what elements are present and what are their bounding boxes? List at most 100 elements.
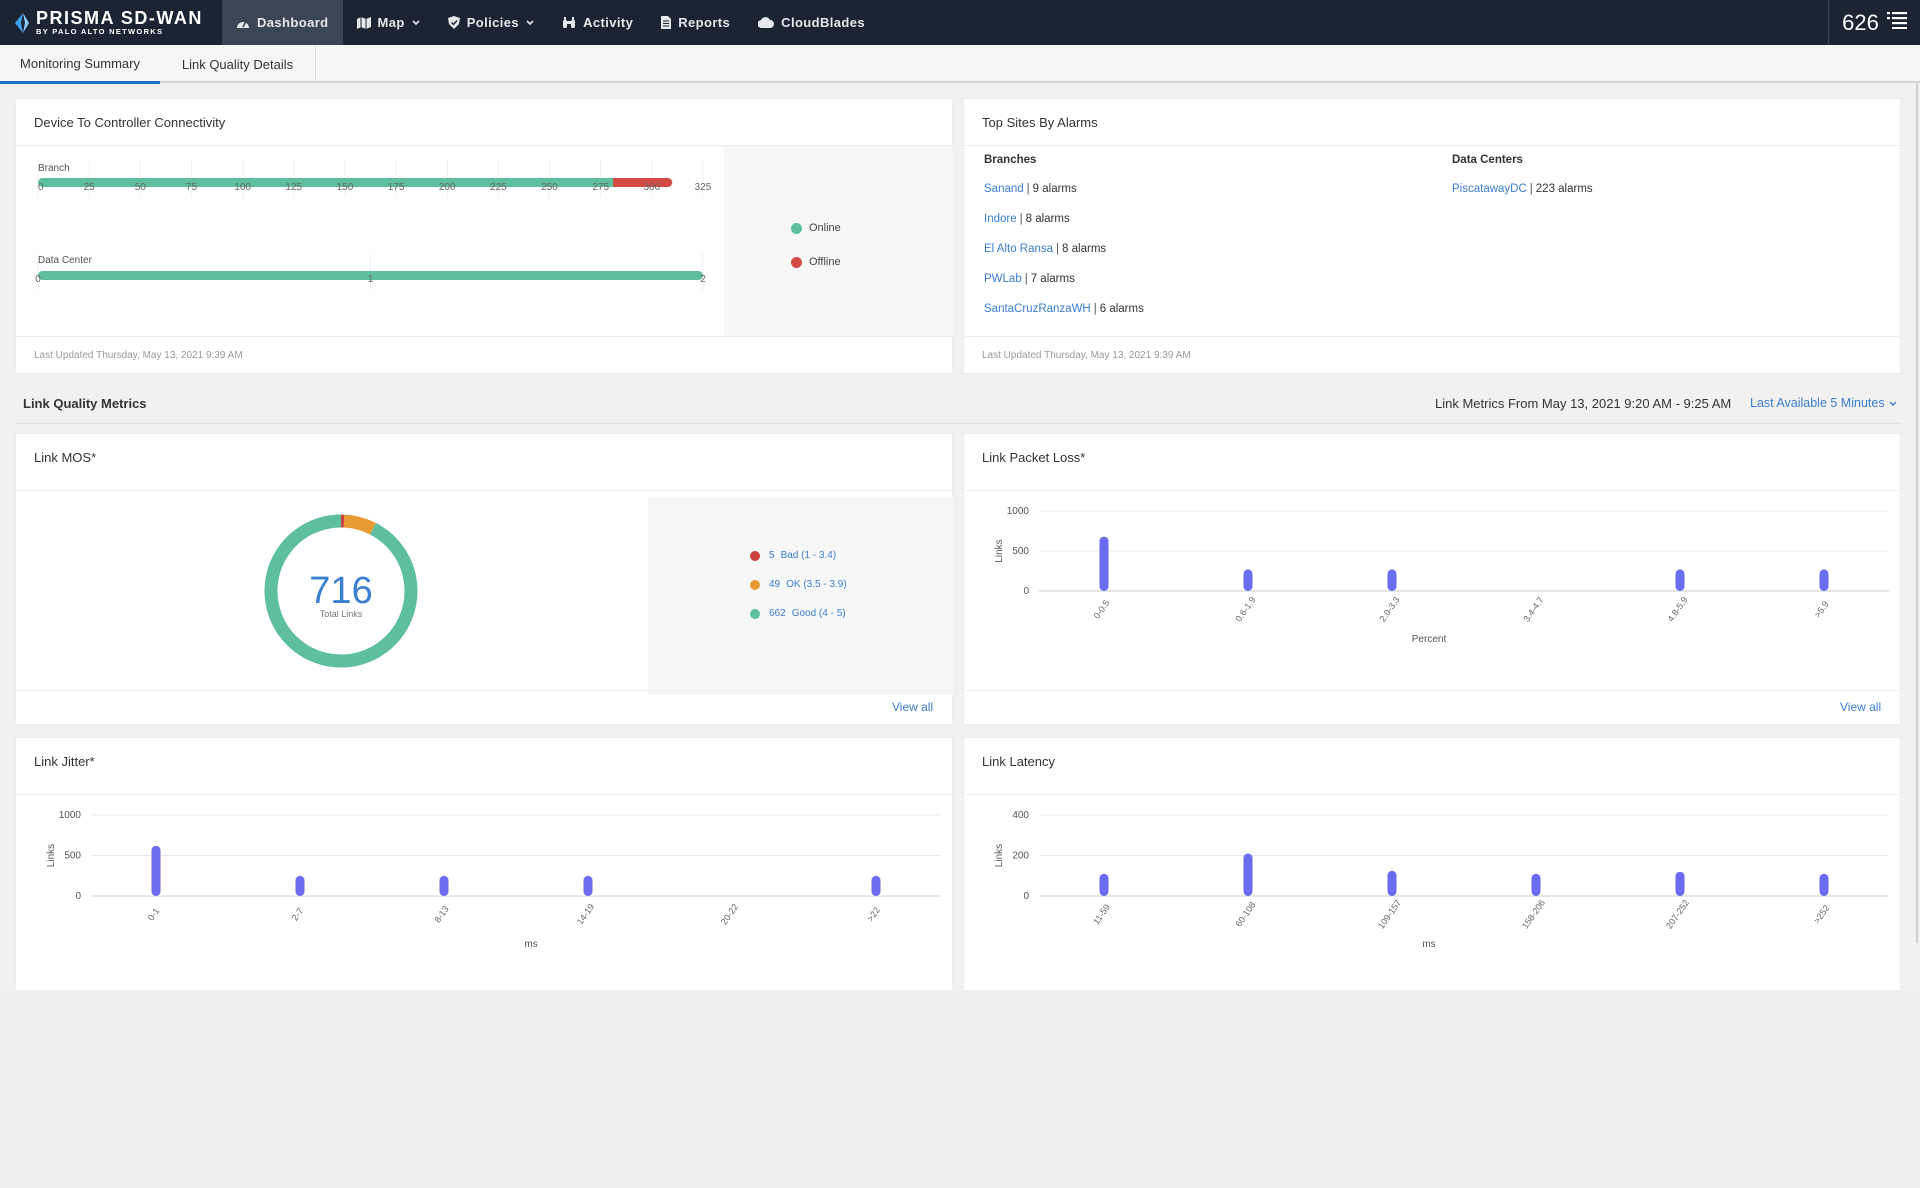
y-tick-label: 200	[1012, 851, 1029, 862]
bar-offline	[613, 178, 673, 187]
x-tick-label: 8-13	[432, 904, 451, 924]
bar	[295, 875, 305, 896]
bar	[1675, 871, 1685, 896]
chevron-down-icon	[412, 19, 420, 26]
bar	[1819, 569, 1829, 591]
tick-label: 50	[135, 182, 147, 193]
x-tick-label: >5.9	[1812, 599, 1830, 619]
x-tick-label: 60-108	[1233, 900, 1257, 929]
mos-view-all-link[interactable]: View all	[892, 700, 934, 714]
cloud-icon	[758, 17, 775, 28]
bar-category-label: Branch	[38, 163, 70, 174]
y-tick-label: 0	[75, 891, 81, 902]
mos-legend-bad[interactable]: 5 Bad (1 - 3.4)	[750, 550, 836, 561]
x-tick-label: 11-59	[1091, 902, 1112, 926]
legend-offline[interactable]: Offline	[791, 256, 841, 268]
site-link-el-alto-ransa[interactable]: El Alto Ransa	[984, 243, 1054, 255]
tick-label: 275	[592, 182, 609, 193]
bar	[1675, 569, 1685, 591]
prisma-logo-icon	[15, 12, 29, 33]
tick-label: 1	[368, 274, 374, 285]
latency-chart: 0 200 400 Links 11-59 60-108 109-157 158-206 207…	[994, 810, 1889, 950]
nav-policies[interactable]: Policies	[434, 0, 548, 45]
tab-monitoring-summary[interactable]: Monitoring Summary	[0, 45, 160, 84]
bar	[583, 875, 593, 896]
bar	[1099, 873, 1109, 896]
nav-activity-label: Activity	[583, 15, 634, 30]
link-quality-title: Link Quality Metrics	[23, 396, 147, 411]
alarm-count: 626	[1842, 9, 1879, 35]
site-link-piscatawaydc[interactable]: PiscatawayDC	[1452, 183, 1527, 195]
jitter-title: Link Jitter*	[34, 754, 95, 769]
list-item: PWLab | 7 alarms	[984, 273, 1075, 285]
site-link-pwlab[interactable]: PWLab	[984, 273, 1022, 285]
brand-logo[interactable]: PRISMA SD-WAN BY PALO ALTO NETWORKS	[0, 0, 222, 45]
mos-legend-good[interactable]: 662 Good (4 - 5)	[750, 608, 846, 619]
good-dot	[750, 608, 760, 619]
tick-label: 25	[84, 182, 96, 193]
latency-card: Link Latency 0 200 400 Links 11-59 60-108 109-…	[963, 737, 1901, 995]
list-item: El Alto Ransa | 8 alarms	[984, 243, 1107, 255]
nav-cloudblades[interactable]: CloudBlades	[744, 0, 879, 45]
alarm-counter[interactable]: 626	[1828, 0, 1920, 45]
x-tick-label: 2-7	[290, 906, 306, 922]
brand-subtitle: BY PALO ALTO NETWORKS	[36, 27, 164, 37]
connectivity-legend: Online Offline	[724, 146, 953, 336]
bar-offline	[613, 178, 620, 187]
tick-label: 150	[337, 182, 354, 193]
tick-label: 325	[695, 182, 712, 193]
metrics-range-text: Link Metrics From May 13, 2021 9:20 AM -…	[1435, 396, 1732, 411]
x-tick-label: 0-1	[146, 906, 162, 922]
connectivity-title: Device To Controller Connectivity	[34, 115, 226, 130]
connectivity-last-updated: Last Updated Thursday, May 13, 2021 9:39…	[34, 350, 243, 361]
tick-label: 0	[38, 182, 44, 193]
y-tick-label: 1000	[59, 810, 82, 821]
site-link-sanand[interactable]: Sanand	[984, 183, 1024, 195]
mos-title: Link MOS*	[34, 450, 97, 465]
y-tick-label: 500	[1012, 546, 1029, 557]
tick-label: 0	[35, 274, 41, 285]
tab-link-quality-details[interactable]: Link Quality Details	[160, 45, 316, 83]
bar	[1099, 536, 1109, 591]
bar	[151, 845, 161, 896]
online-dot	[791, 222, 802, 234]
connectivity-chart: Branch 0 25 50 75 100 125 150 175 200 225 250 275 300…	[35, 160, 712, 291]
nav-map[interactable]: Map	[343, 0, 434, 45]
bar-category-label: Data Center	[38, 255, 93, 266]
x-tick-label: 3.4-4.7	[1521, 595, 1545, 624]
site-link-indore[interactable]: Indore	[984, 213, 1017, 225]
x-tick-label: >252	[1812, 903, 1832, 925]
legend-online[interactable]: Online	[791, 222, 841, 234]
nav-dashboard[interactable]: Dashboard	[222, 0, 343, 45]
y-axis-label: Links	[994, 844, 1005, 867]
chevron-down-icon	[526, 19, 534, 26]
nav-activity[interactable]: Activity	[548, 0, 647, 45]
gauge-icon	[236, 17, 250, 29]
binoculars-icon	[562, 16, 576, 29]
nav-dashboard-label: Dashboard	[257, 15, 329, 30]
packet-loss-card: Link Packet Loss* 0 500 1000 Links 0-0.5 0.6-…	[963, 433, 1901, 725]
vertical-scrollbar[interactable]	[1916, 83, 1918, 943]
nav-reports[interactable]: Reports	[647, 0, 744, 45]
packet-loss-view-all-link[interactable]: View all	[1840, 700, 1882, 714]
site-link-santacruzranzawh[interactable]: SantaCruzRanzaWH	[984, 303, 1091, 315]
bar	[1387, 569, 1397, 591]
sub-tab-bar: Monitoring Summary Link Quality Details	[0, 45, 1920, 84]
chevron-down-icon	[1889, 396, 1897, 410]
total-links-value: 716	[309, 570, 372, 612]
bar	[1531, 873, 1541, 896]
mos-legend-ok[interactable]: 49 OK (3.5 - 3.9)	[750, 579, 847, 590]
tick-label: 100	[234, 182, 251, 193]
x-tick-label: 207-252	[1664, 898, 1691, 931]
donut-slice	[343, 514, 376, 535]
x-tick-label: 14-19	[575, 902, 596, 927]
tick-label: 225	[490, 182, 507, 193]
time-range-dropdown[interactable]: Last Available 5 Minutes	[1750, 396, 1897, 410]
bar	[1387, 870, 1397, 896]
brand-name: PRISMA SD-WAN	[36, 8, 203, 29]
legend-offline-label: Offline	[809, 256, 841, 268]
bar-online	[38, 178, 618, 187]
y-axis-label: Links	[994, 539, 1005, 562]
jitter-chart: 0 500 1000 Links 0-1 2-7 8-13 14-19 20-22 >22 ms	[46, 810, 941, 950]
